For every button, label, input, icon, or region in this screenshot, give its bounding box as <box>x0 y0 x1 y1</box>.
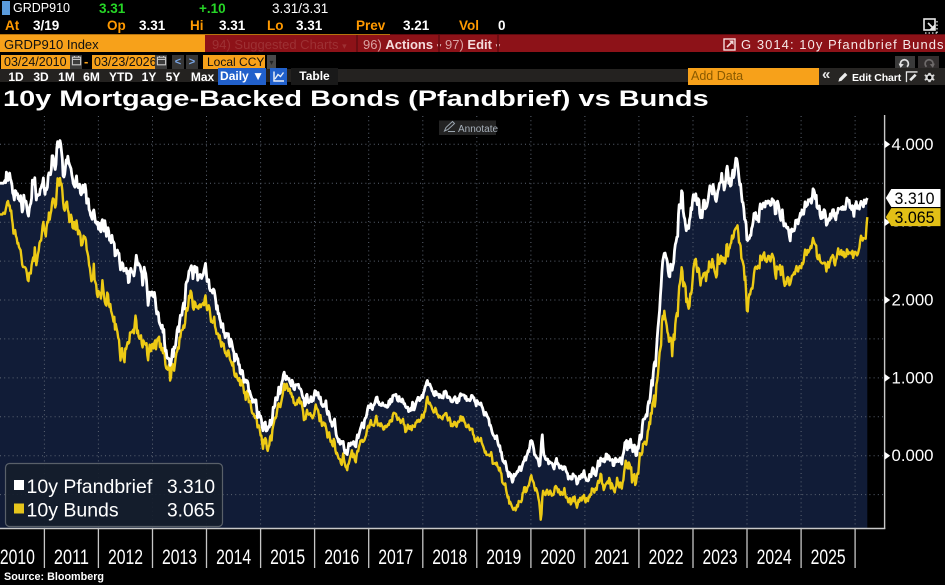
svg-text:10y Bunds: 10y Bunds <box>27 500 119 522</box>
svg-text:3.310: 3.310 <box>895 189 935 208</box>
svg-text:2024: 2024 <box>757 546 792 569</box>
svg-text:2010: 2010 <box>0 546 35 569</box>
svg-text:Annotate: Annotate <box>458 124 498 135</box>
svg-text:2016: 2016 <box>324 546 359 569</box>
svg-text:2012: 2012 <box>108 546 143 569</box>
svg-text:2011: 2011 <box>54 546 89 569</box>
svg-text:1.000: 1.000 <box>892 368 934 387</box>
svg-text:3.065: 3.065 <box>167 500 215 522</box>
svg-text:2.000: 2.000 <box>892 291 934 310</box>
svg-text:0.000: 0.000 <box>892 446 934 465</box>
svg-text:4.000: 4.000 <box>892 135 934 154</box>
svg-text:2022: 2022 <box>649 546 684 569</box>
svg-text:3.065: 3.065 <box>895 208 935 227</box>
svg-text:2023: 2023 <box>703 546 738 569</box>
svg-text:2013: 2013 <box>162 546 197 569</box>
svg-text:10y Pfandbrief: 10y Pfandbrief <box>27 476 153 498</box>
svg-text:Source: Bloomberg: Source: Bloomberg <box>4 571 104 583</box>
svg-text:3.310: 3.310 <box>167 476 215 498</box>
svg-text:2015: 2015 <box>270 546 305 569</box>
svg-text:2019: 2019 <box>486 546 521 569</box>
svg-text:2014: 2014 <box>216 546 251 569</box>
svg-text:2018: 2018 <box>432 546 467 569</box>
svg-text:2021: 2021 <box>594 546 629 569</box>
svg-text:2025: 2025 <box>811 546 846 569</box>
svg-text:2020: 2020 <box>540 546 575 569</box>
svg-text:2017: 2017 <box>378 546 413 569</box>
